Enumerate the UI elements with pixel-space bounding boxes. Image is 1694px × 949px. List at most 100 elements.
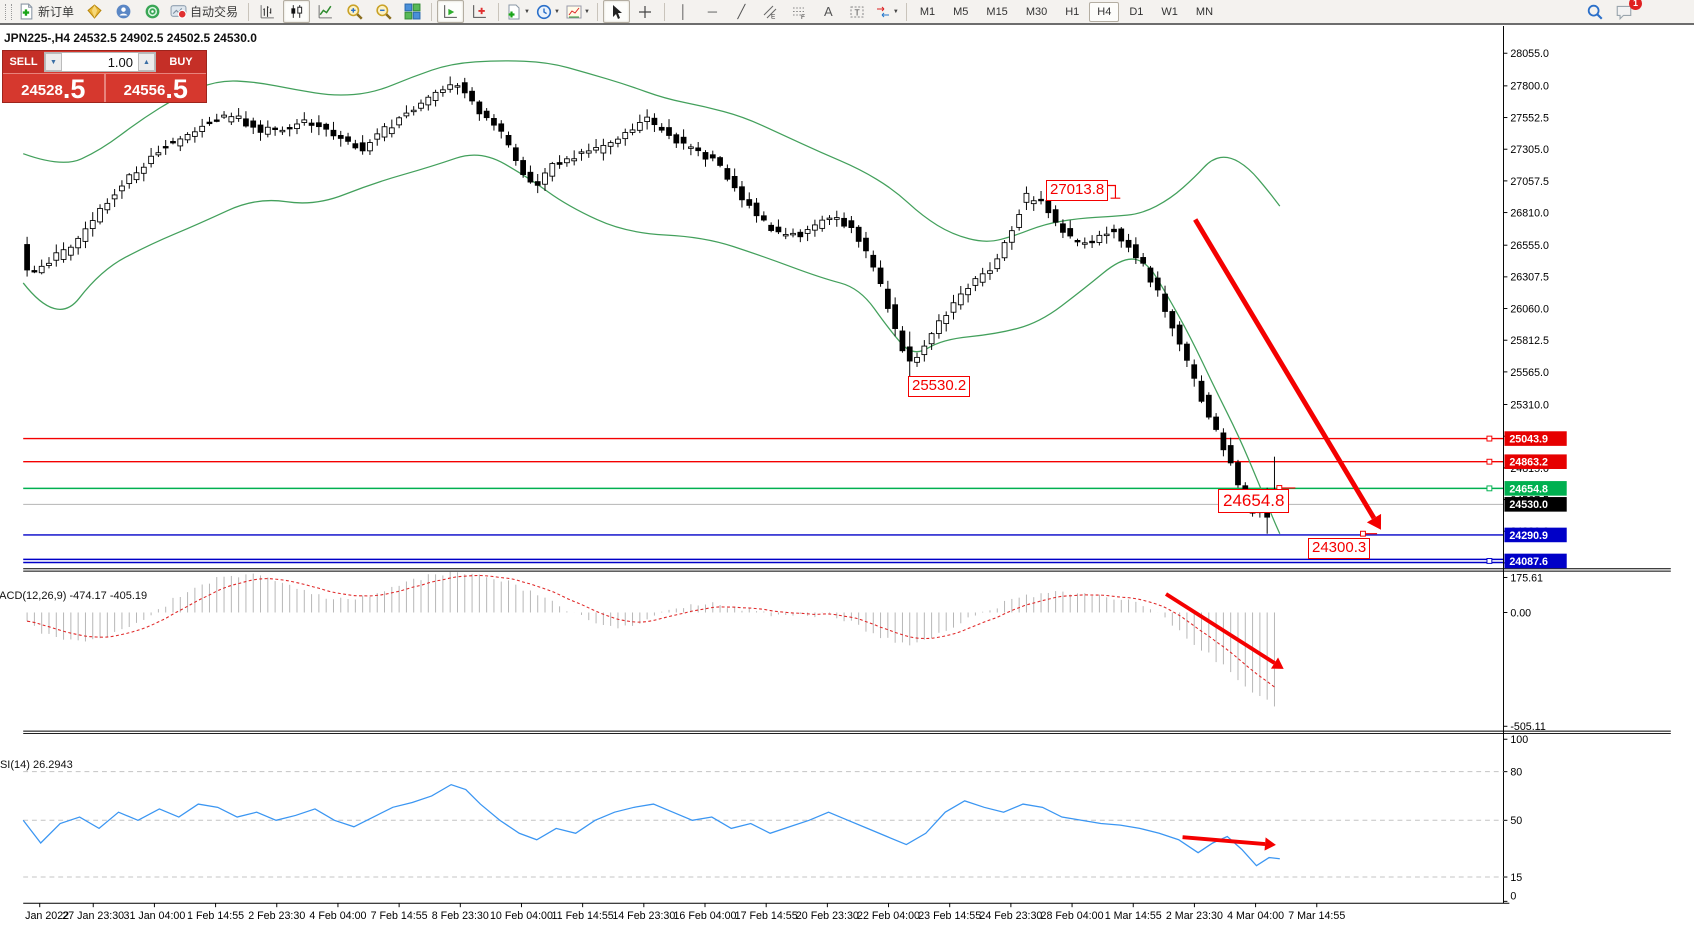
price-annotation[interactable]: 24300.3 [1308, 538, 1371, 559]
tab-timeframe-M1[interactable]: M1 [919, 5, 936, 18]
cursor-button[interactable] [602, 0, 630, 23]
macd-indicator-label: MACD(12,26,9) -474.17 -405.19 [0, 590, 148, 602]
sell-price[interactable]: 24528 .5 [3, 74, 104, 103]
text-button[interactable]: A [815, 0, 842, 23]
metaeditor-button[interactable] [81, 0, 108, 23]
rsi-axis-label: 80 [1510, 767, 1522, 779]
tab-timeframe-H1[interactable]: H1 [1065, 5, 1080, 18]
rsi-axis-label: 50 [1510, 815, 1522, 827]
chart-shift-button[interactable] [466, 0, 493, 23]
equidistant-channel-button[interactable]: E [757, 0, 784, 23]
chart-region: 28055.0 27800.0 27552.5 27305.0 27057.5 26810… [0, 26, 1694, 949]
auto-scroll-button[interactable] [437, 0, 465, 23]
date-axis-label: 28 Feb 04:00 [1041, 910, 1104, 922]
fibonacci-button[interactable]: F [786, 0, 813, 23]
buy-price-main: 24556 [123, 82, 166, 99]
toolbar-separator [596, 2, 598, 21]
toolbar-right-group: 1 [1580, 0, 1694, 23]
zoom-out-button[interactable] [370, 0, 397, 23]
zoom-in-icon [346, 3, 364, 21]
chevron-down-icon: ▼ [524, 8, 530, 15]
tab-timeframe-H4[interactable]: H4 [1089, 1, 1120, 22]
price-annotation[interactable]: 27013.8 [1046, 180, 1109, 201]
volume-value[interactable]: 1.00 [107, 55, 133, 70]
metaeditor-icon [86, 3, 103, 20]
price-line-label: 24290.9 [1509, 530, 1548, 542]
candlestick-chart-icon [288, 3, 305, 20]
toolbar-grip[interactable] [5, 3, 12, 20]
signals-button[interactable] [139, 0, 166, 23]
line-chart-button[interactable] [312, 0, 339, 23]
arrows-shapes-icon [875, 4, 891, 20]
rsi-axis-label: 100 [1510, 734, 1528, 746]
arrows-shapes-button[interactable]: ▼ [873, 0, 901, 23]
tile-windows-icon [404, 3, 421, 20]
trend-arrow-price[interactable] [1193, 218, 1382, 530]
tab-timeframe-M5[interactable]: M5 [953, 5, 969, 18]
vertical-line-button[interactable]: │ [670, 0, 697, 23]
horizontal-line-button[interactable]: ─ [699, 0, 726, 23]
one-click-trade-panel: SELL ▼ 1.00 ▲ BUY 24528 .5 24556 .5 [2, 50, 207, 103]
autotrading-button[interactable]: 自动交易 [168, 0, 243, 23]
price-annotation[interactable]: 25530.2 [908, 376, 971, 397]
new-chart-button[interactable]: ▼ [504, 0, 532, 23]
tile-windows-button[interactable] [399, 0, 426, 23]
date-axis-label: Jan 2022 [25, 910, 69, 922]
indicators-icon [566, 4, 582, 20]
text-label-button[interactable]: T [844, 0, 871, 23]
tab-timeframe-W1[interactable]: W1 [1161, 5, 1178, 18]
zoom-in-button[interactable] [341, 0, 368, 23]
chevron-down-icon: ▼ [553, 8, 560, 15]
price-annotation[interactable]: 24654.8 [1218, 489, 1290, 513]
macd-panel: 175.61 0.00 -505.11 [26, 571, 1546, 733]
macd-axis-label: -505.11 [1510, 721, 1546, 733]
buy-button[interactable]: BUY [156, 51, 206, 73]
community-button[interactable] [110, 0, 137, 23]
candlestick-chart-button[interactable] [283, 0, 311, 23]
trend-arrow-rsi[interactable] [1182, 835, 1276, 851]
price-axis-tick: 26555.0 [1510, 240, 1549, 252]
tab-timeframe-M30[interactable]: M30 [1025, 5, 1048, 18]
date-axis-label: 23 Feb 14:55 [918, 910, 981, 922]
trendline-button[interactable]: ╱ [728, 0, 755, 23]
price-line-label: 25043.9 [1509, 433, 1548, 445]
tab-timeframe-MN[interactable]: MN [1195, 5, 1214, 18]
search-button[interactable] [1581, 0, 1608, 23]
toolbar-separator [431, 2, 433, 21]
indicators-button[interactable]: ▼ [564, 0, 592, 23]
volume-increase-button[interactable]: ▲ [138, 53, 155, 71]
chat-button[interactable]: 1 [1610, 0, 1642, 23]
tab-timeframe-M15[interactable]: M15 [986, 5, 1008, 18]
bar-chart-button[interactable] [254, 0, 281, 23]
date-axis-label: 4 Feb 04:00 [309, 910, 366, 922]
price-axis-tick: 26307.5 [1510, 272, 1549, 284]
price-axis-tick: 25812.5 [1510, 335, 1549, 347]
tab-timeframe-D1[interactable]: D1 [1129, 5, 1144, 18]
price-level-lines[interactable] [23, 435, 1504, 564]
candlestick-series [24, 76, 1278, 534]
periods-button[interactable]: ▼ [534, 0, 562, 23]
svg-text:F: F [801, 14, 805, 20]
toolbar-separator [663, 2, 665, 21]
price-axis-tick: 25565.0 [1510, 367, 1549, 379]
date-axis-label: 4 Mar 04:00 [1227, 910, 1284, 922]
sell-button[interactable]: SELL [3, 51, 44, 73]
new-order-label: 新订单 [38, 5, 75, 19]
price-axis-tick: 27057.5 [1510, 176, 1549, 188]
toolbar-separator [905, 2, 907, 21]
macd-signal-line [27, 574, 1275, 688]
rsi-indicator-label: RSI(14) 26.2943 [0, 759, 73, 771]
new-order-button[interactable]: 新订单 [16, 0, 79, 23]
volume-decrease-button[interactable]: ▼ [45, 53, 62, 71]
svg-text:T: T [855, 7, 860, 17]
date-axis-label: 16 Feb 04:00 [674, 910, 737, 922]
buy-price[interactable]: 24556 .5 [106, 74, 207, 103]
chart-title: JPN225-,H4 24532.5 24902.5 24502.5 24530… [4, 31, 257, 45]
date-axis-label: 10 Feb 04:00 [490, 910, 553, 922]
line-chart-icon [317, 3, 334, 20]
line-handle [1486, 558, 1493, 564]
trend-arrow-macd[interactable] [1164, 592, 1284, 669]
chart-canvas[interactable]: 28055.0 27800.0 27552.5 27305.0 27057.5 26810… [0, 26, 1694, 949]
crosshair-button[interactable] [632, 0, 659, 23]
